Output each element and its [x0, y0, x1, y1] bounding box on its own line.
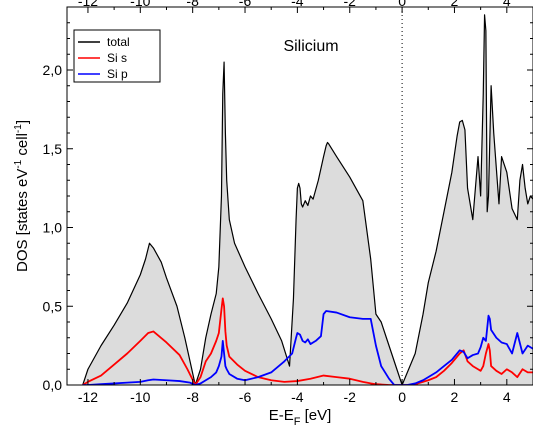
y-tick-label: 0,0: [43, 377, 63, 393]
x-tick-label-top: -12: [78, 0, 98, 9]
x-tick-label: -8: [186, 389, 199, 405]
x-tick-label: -6: [239, 389, 252, 405]
x-tick-label: 2: [451, 389, 459, 405]
legend-label-si-s: Si s: [107, 51, 127, 65]
legend-label-si-p: Si p: [107, 67, 128, 81]
y-axis-title-sup2: -1: [13, 124, 24, 133]
x-axis-title-main: E-E: [269, 407, 294, 424]
chart-title: Silicium: [283, 38, 338, 55]
x-tick-label: -12: [78, 389, 98, 405]
x-tick-label-top: -10: [130, 0, 150, 9]
legend-label-total: total: [107, 35, 130, 49]
x-tick-label-top: 4: [503, 0, 511, 9]
y-tick-label: 2,0: [43, 62, 63, 78]
y-tick-label: 0,5: [43, 298, 63, 314]
y-axis-title-mid: cell: [14, 133, 31, 160]
x-tick-label: -2: [344, 389, 357, 405]
x-axis-title-unit: [eV]: [300, 407, 331, 424]
x-axis-title: E-EF [eV]: [269, 407, 332, 428]
y-axis-title-sup1: -1: [13, 159, 24, 168]
series-line-si-p: [82, 310, 533, 385]
y-tick-label: 1,0: [43, 220, 63, 236]
x-tick-label-top: 2: [451, 0, 459, 9]
y-axis-title-main: DOS [states eV: [14, 169, 31, 272]
y-axis-title: DOS [states eV-1 cell-1]: [13, 120, 31, 272]
ticks-layer: -12 -12 -10 -10 -8 -8 -6 -6 -4 -4 -2 -2 0 0 2 2 4 4 0,0 0,5…: [43, 0, 533, 405]
y-axis-title-end: ]: [14, 120, 31, 124]
x-tick-label: 0: [398, 389, 406, 405]
x-tick-label-top: -2: [344, 0, 357, 9]
y-tick-label: 1,5: [43, 141, 63, 157]
series-layer: [82, 14, 533, 385]
x-tick-label-top: -6: [239, 0, 252, 9]
x-axis-title-sub: F: [294, 416, 301, 428]
legend: total Si s Si p: [73, 29, 161, 83]
x-tick-label-top: -8: [186, 0, 199, 9]
x-tick-label: -10: [130, 389, 150, 405]
x-tick-label: -4: [291, 389, 304, 405]
x-tick-label-top: 0: [398, 0, 406, 9]
x-tick-label-top: -4: [291, 0, 304, 9]
series-line-total: [82, 14, 533, 385]
series-line-si-s: [82, 297, 533, 385]
x-tick-label: 4: [503, 389, 511, 405]
